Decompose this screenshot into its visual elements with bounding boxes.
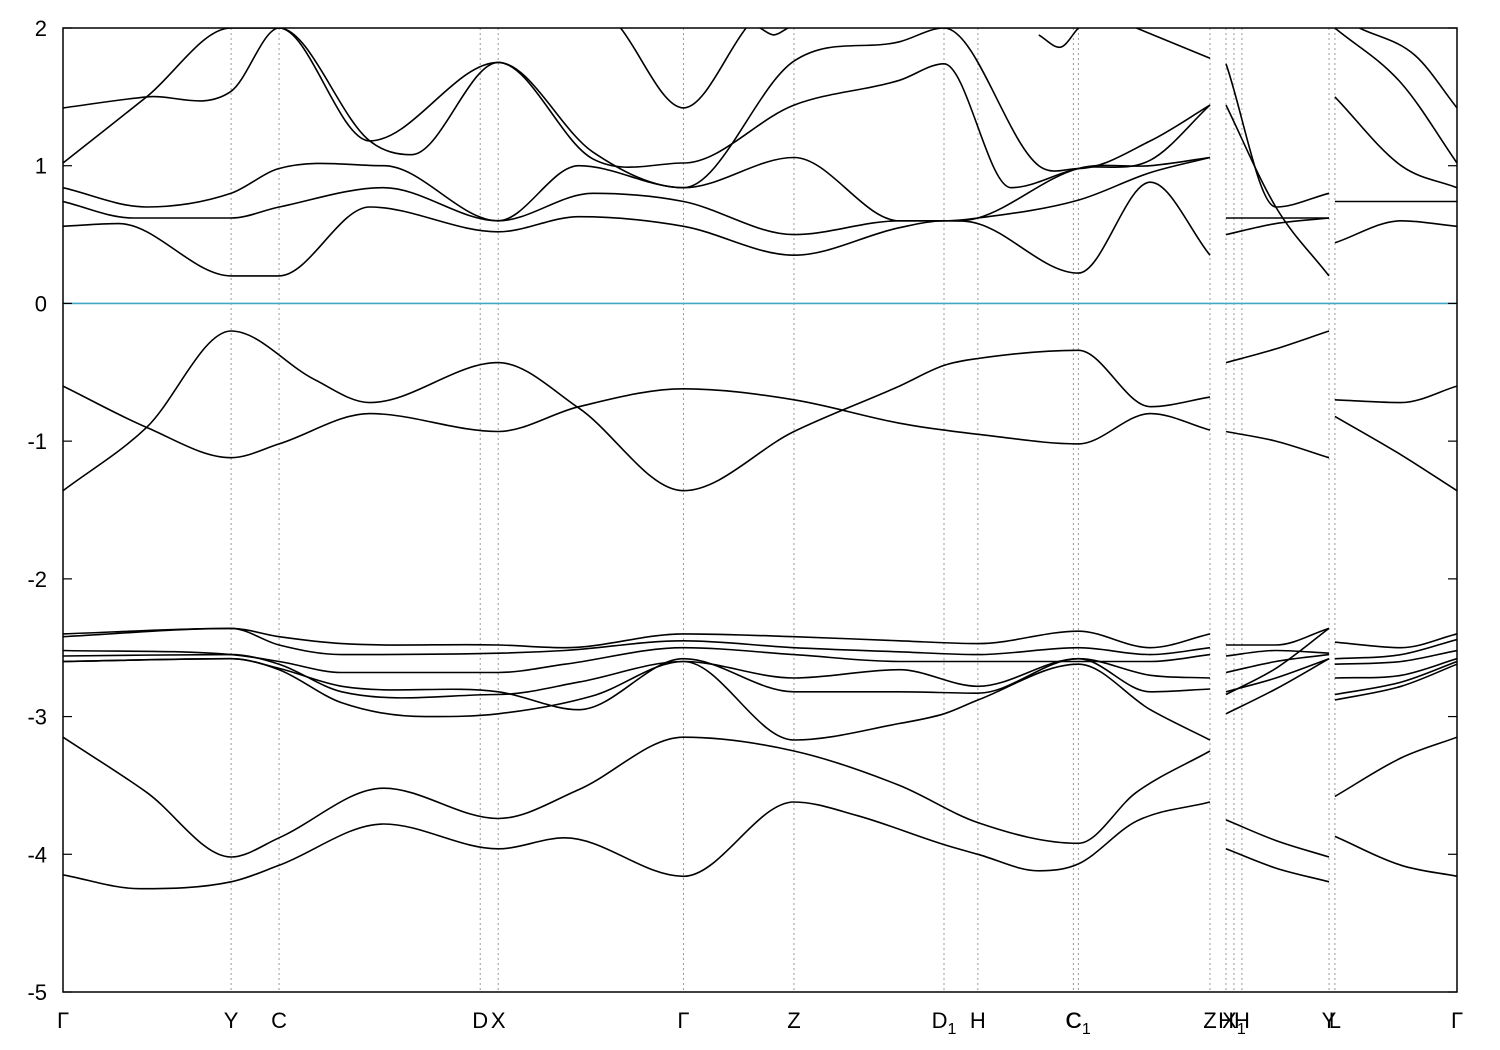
kpoint-label: X: [491, 1008, 506, 1033]
band-line: [63, 156, 1211, 236]
band-line: [1225, 63, 1330, 208]
band-lines: [63, 28, 1457, 890]
band-line: [1334, 385, 1457, 404]
band-line: [1225, 848, 1330, 883]
band-line: [1334, 219, 1457, 244]
kpoint-label: Z: [787, 1008, 800, 1033]
y-tick-label: -2: [27, 567, 47, 592]
kpoint-label: D1: [932, 1008, 957, 1038]
band-line: [1334, 663, 1457, 701]
kpoint-label: Γ: [677, 1008, 689, 1033]
band-line: [63, 657, 1211, 741]
kpoint-label: C1: [1066, 1008, 1091, 1038]
kpoint-label: Γ: [1451, 1008, 1463, 1033]
band-line: [1334, 835, 1457, 878]
band-line: [63, 627, 1211, 656]
kpoint-label: Γ: [57, 1008, 69, 1033]
y-tick-label: 0: [35, 291, 47, 316]
kpoint-label: Z: [1203, 1008, 1216, 1033]
band-line: [63, 28, 1211, 189]
band-line: [63, 181, 1211, 277]
band-line: [1334, 28, 1457, 164]
band-line: [1334, 736, 1457, 798]
band-line: [1225, 330, 1330, 364]
band-line: [1334, 638, 1457, 660]
band-line: [63, 28, 1211, 189]
kpoint-label: D: [472, 1008, 488, 1033]
kpoint-label: H: [1218, 1008, 1234, 1033]
kpoint-label: C: [271, 1008, 287, 1033]
y-axis: 2 1 0 -1 -2 -3 -4 -5: [27, 16, 1457, 1005]
kpoint-label: H: [970, 1008, 986, 1033]
kpoint-grid-lines: [230, 28, 1336, 992]
band-line: [1136, 28, 1211, 60]
band-line: [1038, 28, 1079, 49]
band-line: [1334, 415, 1457, 492]
band-line: [1225, 653, 1330, 674]
band-line: [1225, 104, 1330, 277]
band-line: [63, 627, 1211, 649]
kpoint-label: Y: [1322, 1008, 1337, 1033]
kpoint-label: C: [1065, 1008, 1081, 1033]
band-line: [1225, 649, 1330, 657]
band-line: [1225, 217, 1330, 236]
y-tick-label: -1: [27, 429, 47, 454]
kpoint-label: H: [1234, 1008, 1250, 1033]
band-line: [1334, 660, 1457, 696]
kpoint-label: L: [1329, 1008, 1341, 1033]
plot-frame: [62, 27, 1458, 993]
band-line: [1334, 633, 1457, 649]
band-line: [619, 28, 747, 109]
band-line: [1225, 627, 1330, 696]
band-line: [63, 801, 1211, 890]
y-tick-label: -4: [27, 842, 47, 867]
band-line: [63, 330, 1211, 492]
band-line: [1334, 649, 1457, 665]
band-line: [1334, 657, 1457, 679]
band-line: [1334, 96, 1457, 189]
kpoint-label: Y: [224, 1008, 239, 1033]
band-line: [1225, 430, 1330, 459]
band-line: [63, 385, 1211, 459]
band-line: [759, 28, 789, 36]
band-line: [1225, 658, 1330, 715]
band-line: [1225, 819, 1330, 858]
band-line: [63, 657, 1211, 711]
y-tick-label: -5: [27, 980, 47, 1005]
band-line: [1226, 627, 1330, 646]
y-tick-label: 1: [35, 154, 47, 179]
band-line: [1359, 28, 1457, 109]
y-tick-label: 2: [35, 16, 47, 41]
band-line: [63, 736, 1211, 858]
y-tick-label: -3: [27, 705, 47, 730]
